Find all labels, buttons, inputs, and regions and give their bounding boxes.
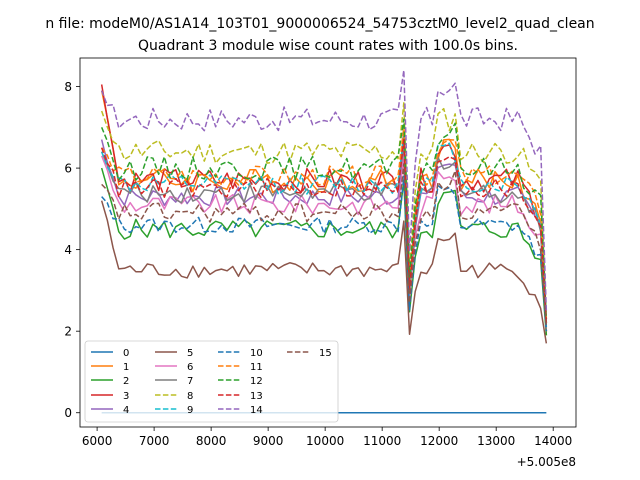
x-offset-label: +5.005e8 (517, 455, 576, 469)
legend-label-12: 12 (250, 376, 263, 387)
y-tick-label: 8 (64, 80, 72, 94)
series-line-2 (100, 167, 548, 336)
legend-frame (84, 340, 339, 423)
series-line-7 (100, 142, 548, 332)
legend-label-6: 6 (187, 362, 193, 373)
legend-label-9: 9 (187, 405, 193, 416)
y-tick-label: 6 (64, 162, 72, 176)
legend-label-11: 11 (250, 362, 263, 373)
legend-label-5: 5 (187, 348, 193, 359)
series-line-15 (101, 163, 548, 328)
x-tick-label: 7000 (139, 434, 170, 448)
series-line-8 (100, 102, 548, 319)
series-line-6 (100, 155, 548, 332)
legend-label-2: 2 (123, 376, 129, 387)
figure-suptitle: n file: modeM0/AS1A14_103T01_9000006524_… (45, 16, 594, 32)
y-tick-label: 0 (64, 406, 72, 420)
y-tick-label: 2 (64, 325, 72, 339)
y-axis: 0 2 4 6 8 (64, 80, 80, 420)
y-tick-label: 4 (64, 243, 72, 257)
x-tick-label: 10000 (306, 434, 344, 448)
legend-label-1: 1 (123, 362, 129, 373)
series-line-10 (101, 175, 548, 332)
legend-label-13: 13 (250, 391, 263, 402)
x-tick-label: 9000 (253, 434, 284, 448)
legend-label-3: 3 (123, 391, 129, 402)
chart-title: Quadrant 3 module wise count rates with … (138, 38, 518, 54)
legend-label-7: 7 (187, 376, 193, 387)
plot-area-frame (79, 57, 577, 428)
x-axis: 6000 7000 8000 9000 10000 11000 12000 13000 1400… (82, 427, 572, 448)
x-tick-label: 12000 (420, 434, 458, 448)
legend-label-15: 15 (319, 348, 332, 359)
x-tick-label: 11000 (363, 434, 401, 448)
series-line-13 (100, 138, 548, 324)
series-line-5 (100, 200, 548, 344)
x-tick-label: 13000 (477, 434, 515, 448)
series-line-12 (100, 118, 548, 319)
legend-label-8: 8 (187, 391, 193, 402)
legend-label-4: 4 (123, 405, 129, 416)
series-layer (100, 69, 548, 414)
x-tick-label: 14000 (534, 434, 572, 448)
series-line-14 (100, 69, 548, 311)
x-tick-label: 8000 (196, 434, 227, 448)
legend-label-10: 10 (250, 348, 263, 359)
legend-label-14: 14 (250, 405, 263, 416)
x-tick-label: 6000 (82, 434, 113, 448)
legend-label-0: 0 (123, 348, 129, 359)
series-line-4 (100, 139, 548, 324)
